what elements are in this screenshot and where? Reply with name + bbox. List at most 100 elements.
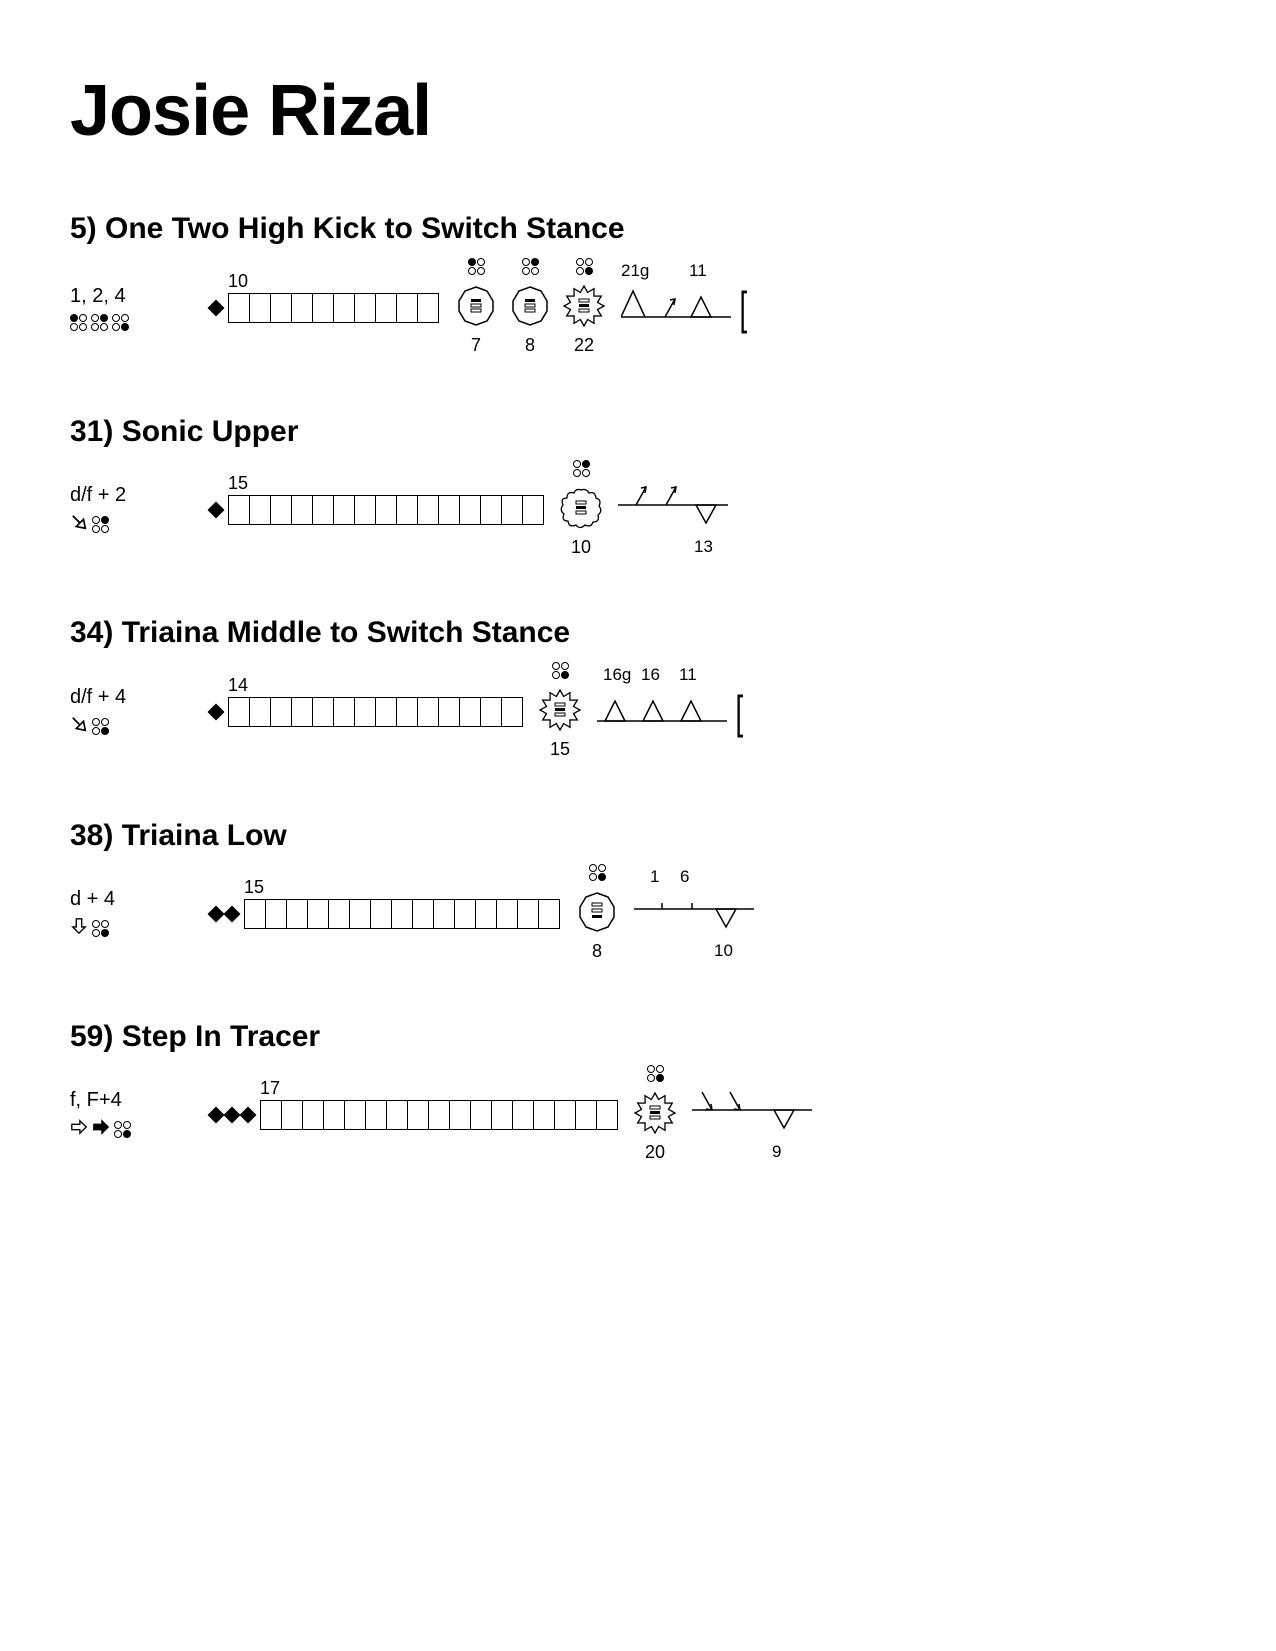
hit-button-icon bbox=[468, 253, 485, 275]
recovery-label: 11 bbox=[689, 261, 707, 281]
recovery-label: 21g bbox=[621, 261, 649, 281]
stance-bracket-icon: [ bbox=[736, 685, 744, 739]
input-text: 1, 2, 4 bbox=[70, 285, 210, 308]
prestartup-frames bbox=[210, 504, 222, 516]
hit-frames: 20 bbox=[632, 1090, 678, 1141]
prestartup-frames bbox=[210, 706, 222, 718]
button-input-icon bbox=[92, 920, 109, 937]
hit-shape-icon bbox=[632, 1090, 678, 1141]
recovery-label: 6 bbox=[680, 867, 689, 887]
startup-count: 15 bbox=[228, 473, 248, 494]
prestartup-diamond-icon bbox=[208, 704, 225, 721]
hit-shape-icon bbox=[537, 687, 583, 738]
move-title: 34) Triaina Middle to Switch Stance bbox=[70, 616, 1206, 650]
startup-frames: 17 bbox=[260, 1100, 618, 1130]
hit-frame-count: 8 bbox=[592, 941, 602, 962]
direction-arrow-icon bbox=[70, 715, 88, 738]
input-notation: d/f + 4 bbox=[70, 686, 210, 738]
move-title: 38) Triaina Low bbox=[70, 819, 1206, 853]
input-text: d/f + 4 bbox=[70, 686, 210, 709]
prestartup-diamond-icon bbox=[240, 1107, 257, 1124]
recovery-frames: 9 bbox=[692, 1090, 812, 1140]
hit-frames: 8 bbox=[574, 889, 620, 940]
direction-arrow-icon bbox=[70, 1118, 88, 1141]
hit-button-icon bbox=[647, 1060, 664, 1082]
hit-frames: 7822 bbox=[453, 283, 607, 334]
button-input-icon bbox=[70, 314, 87, 331]
recovery-label: 9 bbox=[772, 1142, 781, 1162]
direction-arrow-icon bbox=[92, 1118, 110, 1141]
hit-frame-count: 22 bbox=[574, 335, 594, 356]
move-frame-row: f, F+4 17 20 9 bbox=[70, 1089, 1206, 1141]
move: 5) One Two High Kick to Switch Stance 1, … bbox=[70, 212, 1206, 335]
hit-shape-icon bbox=[574, 889, 620, 940]
prestartup-frames bbox=[210, 302, 222, 314]
prestartup-diamond-icon bbox=[224, 1107, 241, 1124]
recovery-label: 13 bbox=[694, 537, 713, 557]
hit-button-icon bbox=[576, 253, 593, 275]
move: 34) Triaina Middle to Switch Stance d/f +… bbox=[70, 616, 1206, 739]
hit-frames: 10 bbox=[558, 485, 604, 536]
direction-arrow-icon bbox=[70, 513, 88, 536]
recovery-frames: 13 bbox=[618, 485, 728, 535]
hit-frame-count: 10 bbox=[571, 537, 591, 558]
hit-frame-count: 8 bbox=[525, 335, 535, 356]
prestartup-diamond-icon bbox=[208, 502, 225, 519]
prestartup-frames bbox=[210, 1109, 254, 1121]
input-notation: 1, 2, 4 bbox=[70, 285, 210, 331]
move-frame-row: d/f + 2 15 10 13 bbox=[70, 484, 1206, 536]
hit-button-icon bbox=[522, 253, 539, 275]
button-input-icon bbox=[92, 516, 109, 533]
input-text: f, F+4 bbox=[70, 1089, 210, 1112]
prestartup-frames bbox=[210, 908, 238, 920]
input-text: d/f + 2 bbox=[70, 484, 210, 507]
prestartup-diamond-icon bbox=[208, 300, 225, 317]
recovery-frames: 1610 bbox=[634, 889, 754, 939]
hit-marker: 22 bbox=[561, 283, 607, 334]
startup-frames: 14 bbox=[228, 697, 523, 727]
recovery-frames: 16g1611 bbox=[597, 687, 727, 737]
prestartup-diamond-icon bbox=[224, 906, 241, 923]
hit-shape-icon bbox=[561, 283, 607, 334]
hit-shape-icon bbox=[453, 283, 499, 334]
move-title: 31) Sonic Upper bbox=[70, 415, 1206, 449]
startup-count: 15 bbox=[244, 877, 264, 898]
hit-button-icon bbox=[552, 657, 569, 679]
startup-frames: 15 bbox=[228, 495, 544, 525]
input-notation: d/f + 2 bbox=[70, 484, 210, 536]
move: 38) Triaina Low d + 4 15 8 1610 bbox=[70, 819, 1206, 940]
input-text: d + 4 bbox=[70, 888, 210, 911]
hit-marker: 15 bbox=[537, 687, 583, 738]
button-input-icon bbox=[114, 1121, 131, 1138]
move-list: 5) One Two High Kick to Switch Stance 1, … bbox=[70, 212, 1206, 1141]
move-frame-row: 1, 2, 410782221g11[ bbox=[70, 281, 1206, 335]
startup-frames: 15 bbox=[244, 899, 560, 929]
input-notation: f, F+4 bbox=[70, 1089, 210, 1141]
hit-shape-icon bbox=[507, 283, 553, 334]
button-input-icon bbox=[92, 718, 109, 735]
prestartup-diamond-icon bbox=[208, 906, 225, 923]
move-title: 5) One Two High Kick to Switch Stance bbox=[70, 212, 1206, 246]
hit-shape-icon bbox=[558, 485, 604, 536]
recovery-frames: 21g11 bbox=[621, 283, 731, 333]
hit-frame-count: 7 bbox=[471, 335, 481, 356]
button-input-icon bbox=[112, 314, 129, 331]
button-input-icon bbox=[91, 314, 108, 331]
recovery-label: 16g bbox=[603, 665, 631, 685]
hit-marker: 10 bbox=[558, 485, 604, 536]
hit-marker: 7 bbox=[453, 283, 499, 334]
hit-button-icon bbox=[589, 859, 606, 881]
hit-frames: 15 bbox=[537, 687, 583, 738]
startup-count: 17 bbox=[260, 1078, 280, 1099]
move: 31) Sonic Upper d/f + 2 15 10 13 bbox=[70, 415, 1206, 536]
hit-button-icon bbox=[573, 455, 590, 477]
prestartup-diamond-icon bbox=[208, 1107, 225, 1124]
move-frame-row: d/f + 4 14 15 16g1611[ bbox=[70, 685, 1206, 739]
startup-frames: 10 bbox=[228, 293, 439, 323]
recovery-label: 16 bbox=[641, 665, 660, 685]
hit-frame-count: 20 bbox=[645, 1142, 665, 1163]
input-notation: d + 4 bbox=[70, 888, 210, 940]
startup-count: 14 bbox=[228, 675, 248, 696]
recovery-label: 11 bbox=[679, 665, 697, 685]
character-name: Josie Rizal bbox=[70, 70, 1206, 152]
